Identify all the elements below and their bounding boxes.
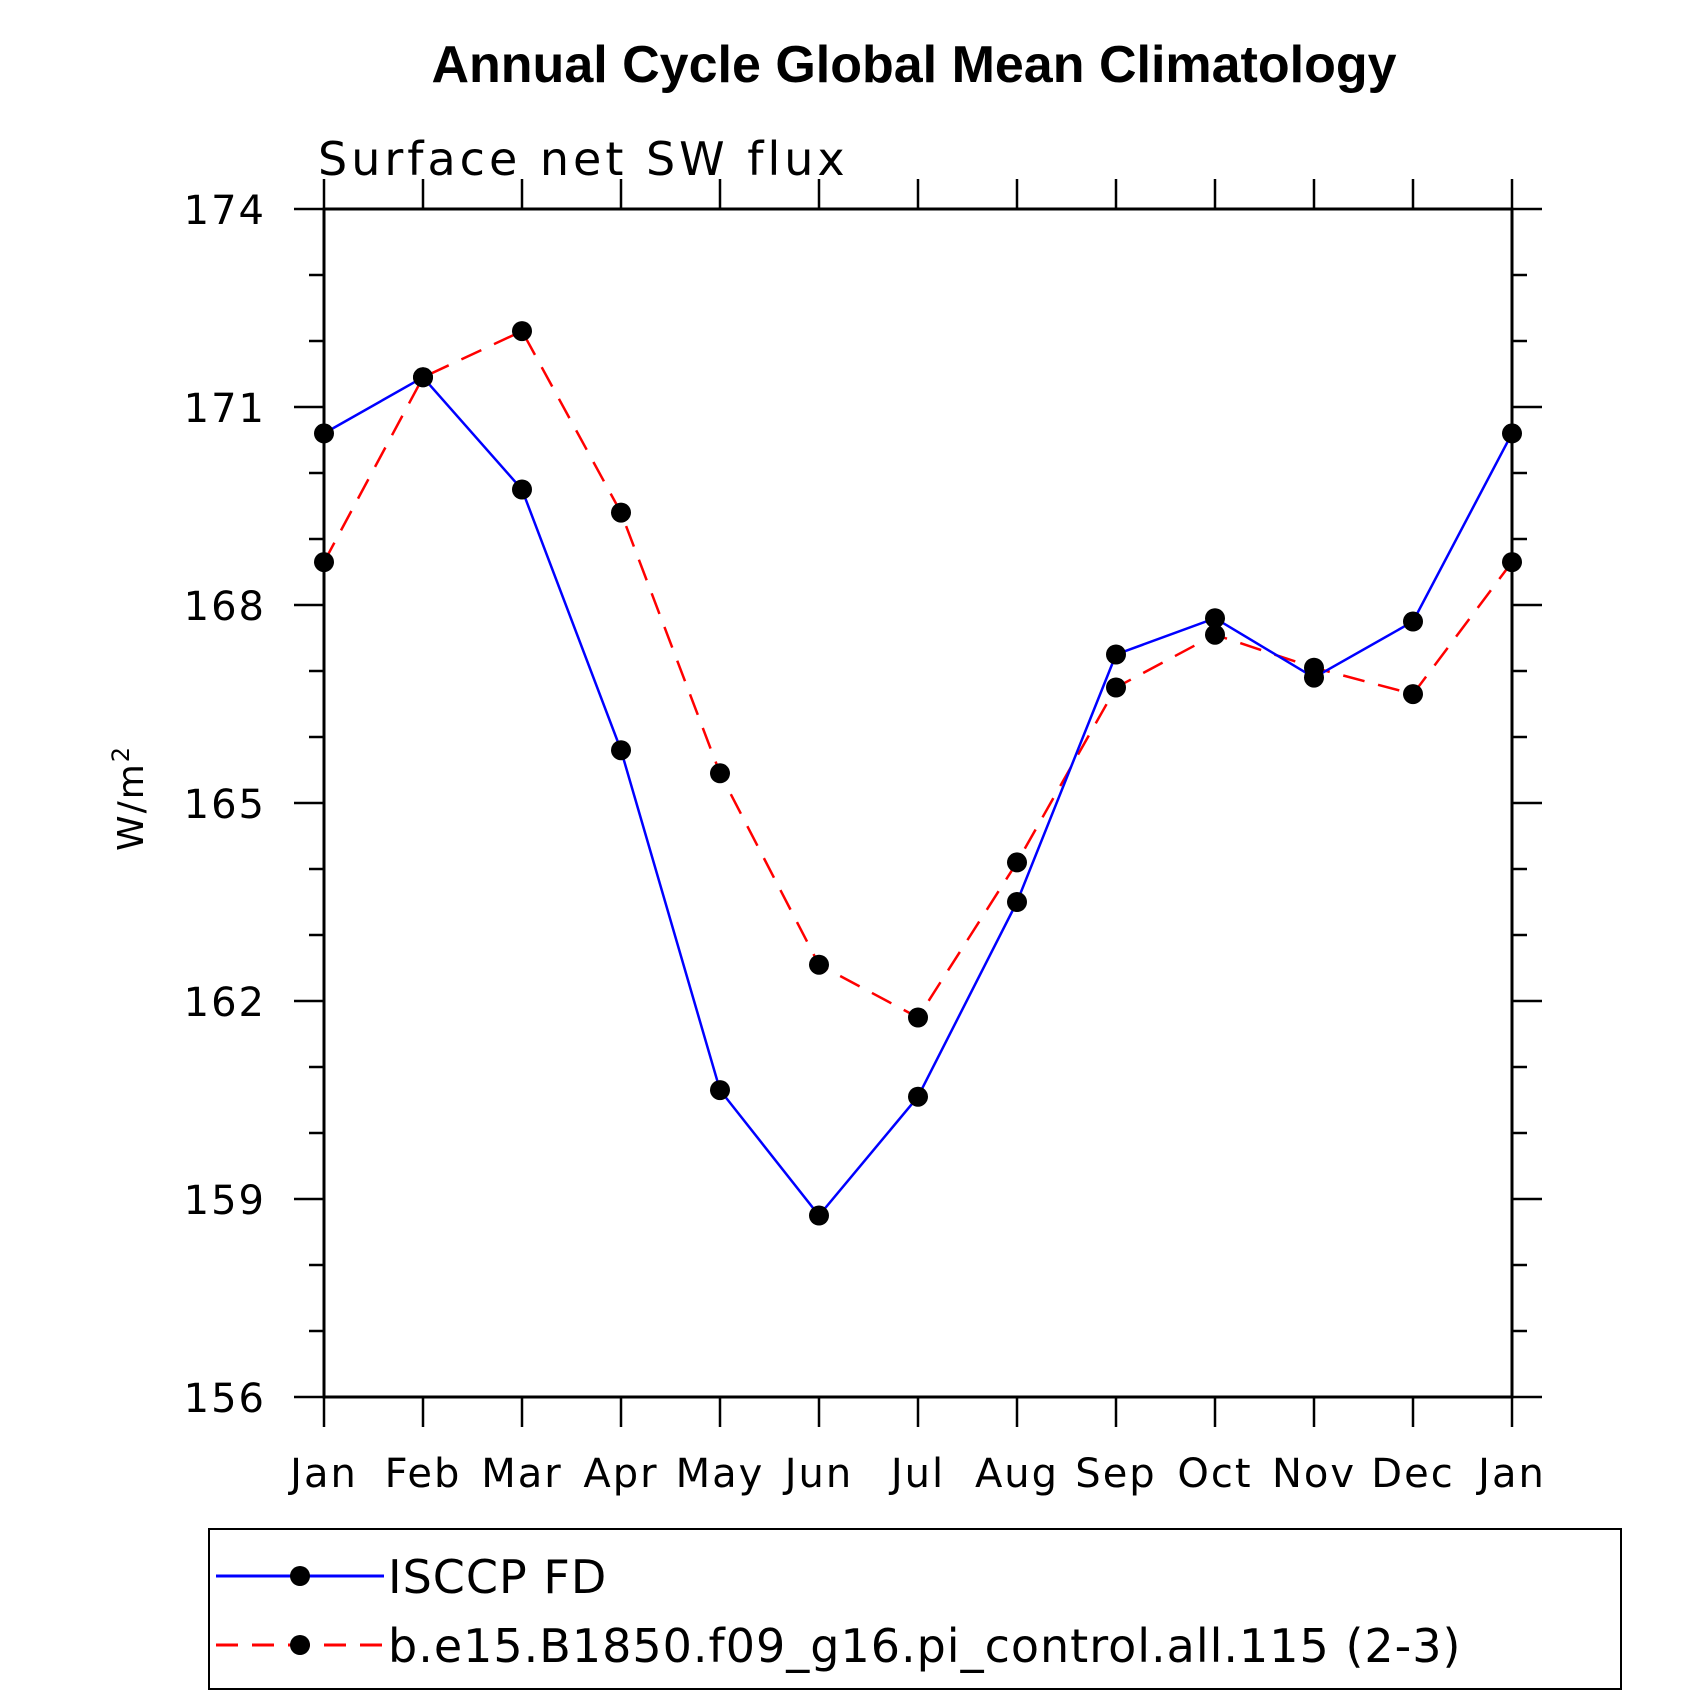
series-1-point bbox=[710, 763, 730, 784]
y-tick-label: 168 bbox=[184, 584, 266, 630]
plot-frame bbox=[322, 207, 1514, 1399]
y-axis-label: W/m2 bbox=[107, 745, 152, 851]
legend-marker-isccp bbox=[290, 1566, 310, 1586]
y-axis-label-superscript: 2 bbox=[107, 745, 135, 762]
series-0-point bbox=[1304, 667, 1324, 688]
y-axis-label-base: W/m bbox=[111, 762, 152, 851]
x-tick-label: May bbox=[676, 1451, 765, 1497]
x-tick-label: Jan bbox=[287, 1451, 358, 1497]
y-tick-label: 165 bbox=[184, 782, 266, 828]
y-tick-label: 174 bbox=[184, 188, 266, 234]
x-tick-label: Jul bbox=[888, 1451, 945, 1497]
y-tick-label: 162 bbox=[184, 980, 266, 1026]
x-tick-label: Dec bbox=[1371, 1451, 1454, 1497]
x-tick-label: Feb bbox=[385, 1451, 462, 1497]
series-line-1 bbox=[322, 329, 1513, 1020]
x-tick-label: Jan bbox=[1475, 1451, 1546, 1497]
series-0-point bbox=[1502, 423, 1522, 444]
series-0-point bbox=[1205, 608, 1225, 629]
series-0-point bbox=[908, 1086, 928, 1107]
legend-marker-model bbox=[290, 1635, 310, 1655]
series-1-point bbox=[1403, 684, 1423, 705]
x-tick-label: Mar bbox=[481, 1451, 562, 1497]
x-tick-label: Apr bbox=[583, 1451, 658, 1497]
legend-label-isccp: ISCCP FD bbox=[388, 1550, 607, 1604]
x-tick-label: Aug bbox=[975, 1451, 1059, 1497]
y-tick-label: 156 bbox=[184, 1376, 266, 1422]
series-0-point bbox=[710, 1080, 730, 1101]
series-1-point bbox=[1205, 624, 1225, 645]
series-0-point bbox=[413, 367, 433, 388]
plot-border bbox=[322, 207, 1514, 1399]
chart-subtitle: Surface net SW flux bbox=[318, 132, 849, 186]
y-tick-labels: 156 159 162 165 168 171 174 bbox=[184, 188, 266, 1422]
legend-label-model: b.e15.B1850.f09_g16.pi_control.all.115 (… bbox=[388, 1619, 1461, 1673]
series-1-point bbox=[611, 502, 631, 523]
series-1-point bbox=[1502, 552, 1522, 573]
x-tick-label: Nov bbox=[1272, 1451, 1356, 1497]
x-tick-label: Sep bbox=[1075, 1451, 1156, 1497]
x-tick-label: Jun bbox=[782, 1451, 854, 1497]
chart-title: Annual Cycle Global Mean Climatology bbox=[431, 36, 1396, 94]
series-0-point bbox=[1106, 644, 1126, 665]
x-tick-label: Oct bbox=[1177, 1451, 1252, 1497]
series-1-point bbox=[1007, 852, 1027, 873]
series-1-point bbox=[1106, 677, 1126, 698]
series-1-point bbox=[809, 954, 829, 975]
legend: ISCCP FD b.e15.B1850.f09_g16.pi_control.… bbox=[208, 1528, 1622, 1690]
series-1-point bbox=[512, 321, 532, 342]
axis-ticks bbox=[294, 179, 1542, 1427]
series-0-point bbox=[611, 740, 631, 761]
series-1-point bbox=[314, 552, 334, 573]
series-0-point bbox=[1403, 611, 1423, 632]
series-layer bbox=[314, 321, 1522, 1226]
x-tick-labels: Jan Feb Mar Apr May Jun Jul Aug Sep Oct Nov Dec Jan bbox=[287, 1451, 1546, 1497]
series-0-point bbox=[1007, 892, 1027, 912]
y-tick-label: 171 bbox=[184, 386, 266, 432]
series-0-point bbox=[512, 479, 532, 500]
y-tick-label: 159 bbox=[184, 1178, 266, 1224]
series-0-point bbox=[809, 1205, 829, 1226]
legend-box bbox=[208, 1528, 1622, 1690]
series-1-point bbox=[908, 1007, 928, 1028]
series-0-point bbox=[314, 423, 334, 444]
